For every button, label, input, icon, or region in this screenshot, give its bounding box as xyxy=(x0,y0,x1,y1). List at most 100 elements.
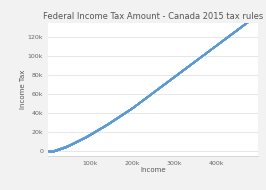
Title: Federal Income Tax Amount - Canada 2015 tax rules: Federal Income Tax Amount - Canada 2015 … xyxy=(43,12,263,21)
Point xyxy=(123,111,127,114)
Point xyxy=(69,142,73,146)
Point xyxy=(148,93,152,96)
Point xyxy=(244,21,248,25)
Point xyxy=(132,105,137,108)
Point xyxy=(131,105,135,108)
Point xyxy=(146,94,150,97)
Point xyxy=(234,28,239,32)
Point xyxy=(71,142,75,145)
Point xyxy=(157,86,161,89)
Point xyxy=(77,139,81,142)
Point xyxy=(209,48,213,51)
Point xyxy=(106,122,110,125)
Point xyxy=(132,105,136,108)
Point xyxy=(158,86,162,89)
Point xyxy=(217,41,222,44)
Point xyxy=(249,17,253,20)
Point xyxy=(174,74,178,77)
Point xyxy=(248,18,253,21)
Point xyxy=(112,118,116,121)
Point xyxy=(92,131,96,134)
Point xyxy=(123,111,127,114)
Point xyxy=(186,64,190,67)
Point xyxy=(198,56,202,59)
Point xyxy=(149,92,153,95)
Point xyxy=(232,30,236,33)
Point xyxy=(227,34,231,37)
Point xyxy=(119,113,123,116)
Point xyxy=(148,92,153,95)
Point xyxy=(234,29,238,32)
Point xyxy=(171,75,176,78)
Point xyxy=(155,88,159,91)
Point xyxy=(227,34,231,37)
Point xyxy=(84,135,89,138)
Point xyxy=(189,62,193,65)
Point xyxy=(157,86,161,89)
Point xyxy=(52,149,57,152)
Point xyxy=(64,145,68,148)
Point xyxy=(74,140,79,143)
Point xyxy=(186,64,190,67)
Point xyxy=(221,39,225,42)
Point xyxy=(190,61,194,64)
Point xyxy=(116,116,120,119)
Point xyxy=(164,81,168,84)
Point xyxy=(182,67,187,70)
Point xyxy=(150,92,154,95)
Point xyxy=(144,96,148,99)
Point xyxy=(55,148,59,151)
Point xyxy=(225,35,229,38)
Point xyxy=(163,82,167,85)
Point xyxy=(117,115,122,118)
Point xyxy=(252,15,256,18)
Point xyxy=(190,62,194,65)
Point xyxy=(177,71,181,74)
Point xyxy=(252,15,256,18)
Point xyxy=(102,125,106,128)
Point xyxy=(102,124,107,127)
Point xyxy=(95,128,100,131)
Point xyxy=(66,144,71,147)
Point xyxy=(166,79,171,82)
Point xyxy=(53,149,58,152)
Point xyxy=(164,81,169,84)
Point xyxy=(71,141,76,144)
Point xyxy=(155,87,160,90)
Point xyxy=(146,95,150,98)
Point xyxy=(165,80,169,83)
Point xyxy=(174,73,178,76)
Point xyxy=(233,29,238,32)
Point xyxy=(86,134,91,137)
Point xyxy=(202,52,206,55)
Point xyxy=(46,150,51,153)
Point xyxy=(210,46,215,49)
Point xyxy=(81,136,86,139)
Point xyxy=(236,27,241,30)
Point xyxy=(174,73,178,76)
Point xyxy=(182,68,186,71)
Point xyxy=(222,37,227,40)
Point xyxy=(147,93,152,96)
Point xyxy=(172,75,176,78)
Point xyxy=(253,14,258,17)
Point xyxy=(119,114,123,117)
Point xyxy=(131,105,135,108)
Point xyxy=(102,125,106,128)
Point xyxy=(150,91,154,94)
Point xyxy=(102,125,106,128)
Point xyxy=(125,109,129,112)
Point xyxy=(150,91,155,94)
Point xyxy=(74,140,78,143)
Point xyxy=(139,99,143,102)
Point xyxy=(72,141,76,144)
Point xyxy=(137,101,141,104)
Point xyxy=(114,117,118,120)
Point xyxy=(111,119,115,122)
Point xyxy=(241,23,245,26)
Point xyxy=(243,22,247,25)
Point xyxy=(164,81,168,84)
Point xyxy=(63,145,67,148)
Point xyxy=(173,74,178,77)
Point xyxy=(161,83,166,86)
